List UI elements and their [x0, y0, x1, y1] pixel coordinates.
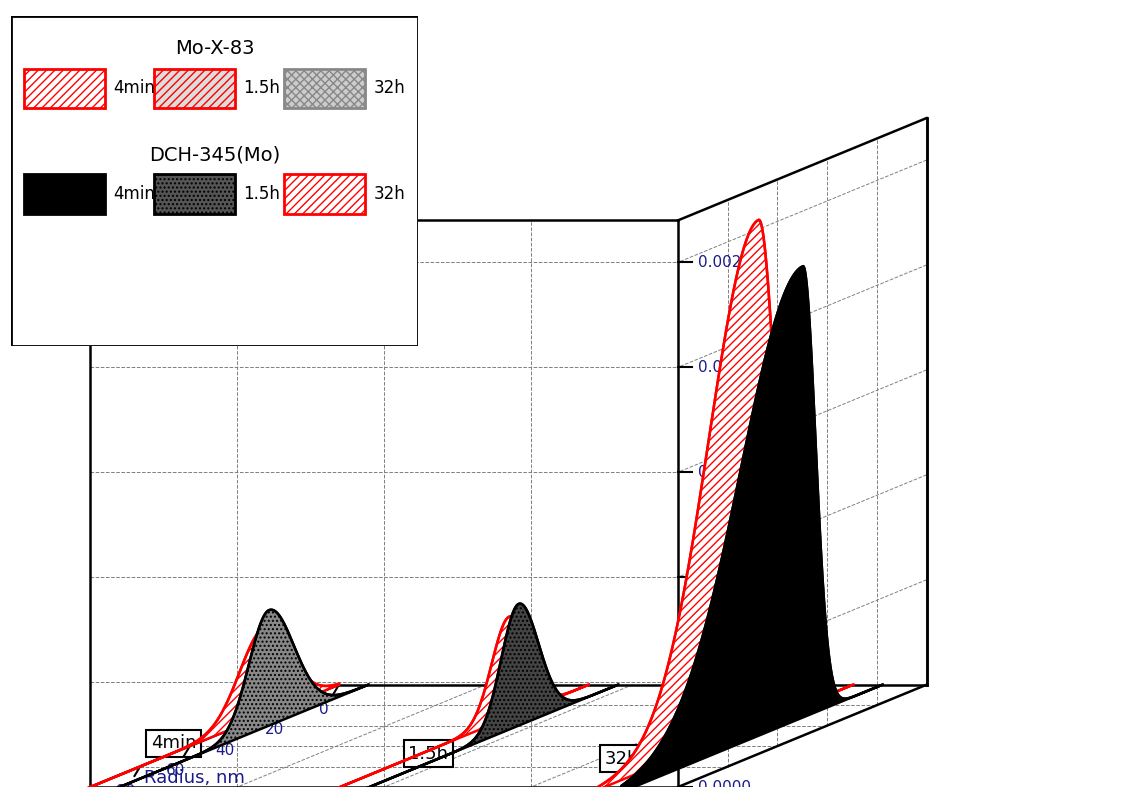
Polygon shape [357, 604, 618, 787]
Bar [284, 175, 365, 214]
Bar [24, 175, 105, 214]
Polygon shape [592, 220, 853, 787]
Text: 4min: 4min [150, 734, 197, 752]
Text: 80: 80 [115, 784, 136, 787]
Bar [154, 68, 235, 109]
Text: 0.0015: 0.0015 [698, 464, 751, 480]
Text: 60: 60 [165, 763, 185, 778]
Text: 1.5h: 1.5h [243, 185, 280, 203]
Text: 4min: 4min [113, 185, 155, 203]
Text: 0.0020: 0.0020 [698, 360, 751, 375]
Text: 1.5h: 1.5h [408, 745, 449, 763]
Text: 1.5h: 1.5h [243, 79, 280, 98]
Bar [284, 68, 365, 109]
Text: 0.0000: 0.0000 [698, 779, 751, 787]
Text: 4min: 4min [113, 79, 155, 98]
Bar [24, 68, 105, 109]
Polygon shape [78, 626, 339, 787]
Text: 20: 20 [264, 722, 285, 737]
Text: 32h: 32h [373, 185, 405, 203]
Polygon shape [107, 610, 368, 787]
Text: Mo-X-83: Mo-X-83 [175, 39, 254, 58]
Text: 32h: 32h [605, 750, 638, 767]
Polygon shape [622, 266, 883, 787]
Text: 40: 40 [215, 743, 235, 758]
Text: 0: 0 [320, 702, 329, 717]
Text: 0.0005: 0.0005 [698, 674, 751, 689]
Bar [154, 175, 235, 214]
Text: 0.0010: 0.0010 [698, 570, 751, 585]
Text: DCH-345(Mo): DCH-345(Mo) [149, 145, 280, 164]
Text: 32h: 32h [373, 79, 405, 98]
Polygon shape [328, 616, 589, 787]
Text: Radius, nm: Radius, nm [144, 769, 245, 787]
Text: 0.0025: 0.0025 [698, 255, 751, 270]
